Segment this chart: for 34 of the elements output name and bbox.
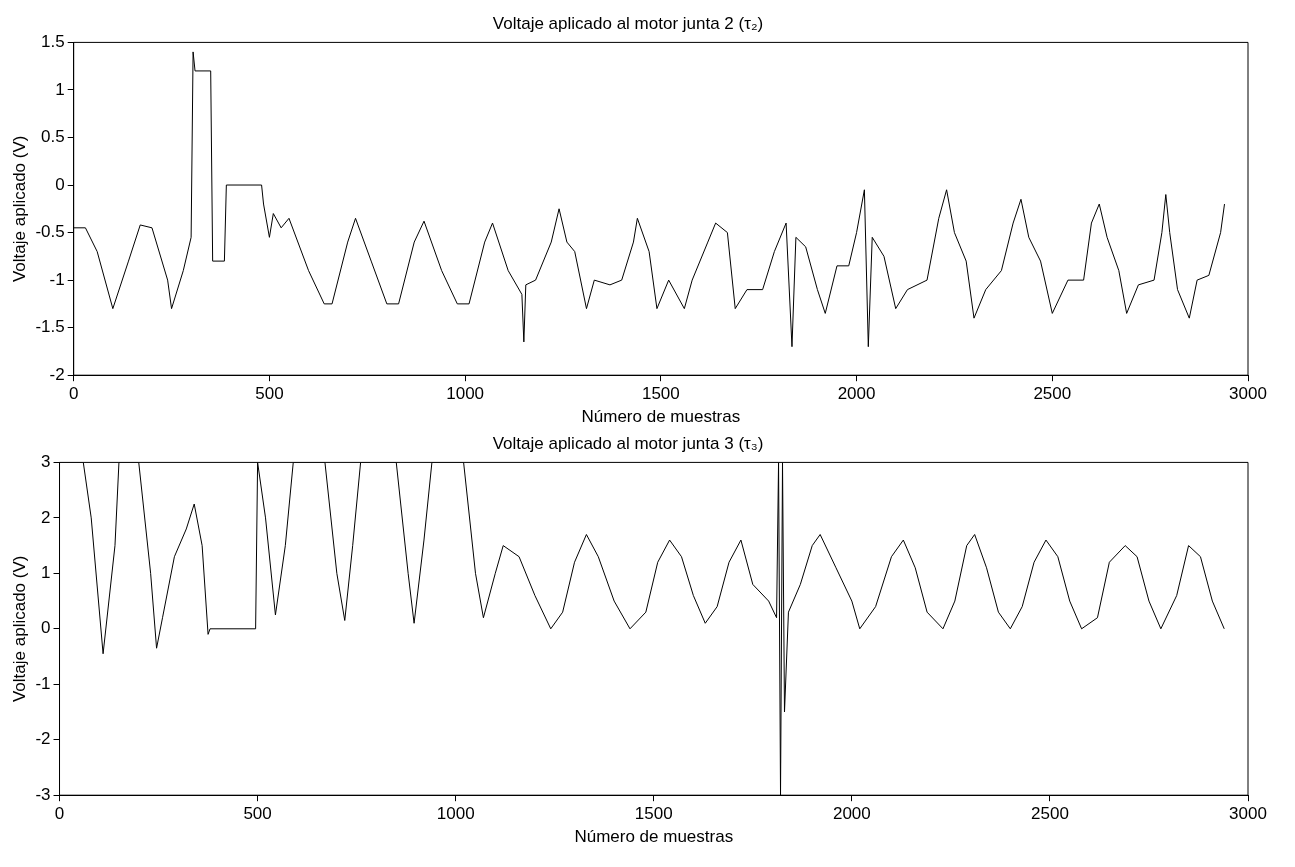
y-tick-label: -1.5 xyxy=(35,317,65,337)
x-tick-label: 2500 xyxy=(1033,384,1072,404)
x-tick-label: 1000 xyxy=(446,384,485,404)
y-axis-title: Voltaje aplicado (V) xyxy=(9,555,29,703)
y-tick-label: 1.5 xyxy=(41,32,65,52)
x-tick-label: 3000 xyxy=(1229,384,1267,404)
x-tick-label: 1500 xyxy=(641,384,680,404)
y-axis-title: Voltaje aplicado (V) xyxy=(9,135,29,283)
chart-title: Voltaje aplicado al motor junta 3 (τ₃) xyxy=(492,433,764,453)
y-tick-label: 2 xyxy=(41,507,51,527)
y-tick-label: -3 xyxy=(35,784,51,804)
x-tick-label: 1000 xyxy=(436,804,475,824)
x-tick-label: 2500 xyxy=(1031,804,1069,824)
y-tick-label: -1 xyxy=(35,673,51,693)
y-tick-label: 0 xyxy=(41,618,51,638)
chart-title: Voltaje aplicado al motor junta 2 (τ₂) xyxy=(492,13,764,33)
x-axis-title: Número de muestras xyxy=(581,407,741,427)
x-tick-label: 3000 xyxy=(1229,804,1267,824)
y-tick-label: -2 xyxy=(35,729,51,749)
y-tick-label: 0.5 xyxy=(41,127,65,147)
x-tick-label: 500 xyxy=(243,804,272,824)
y-tick-label: -0.5 xyxy=(35,222,65,242)
y-tick-label: 0 xyxy=(55,174,65,194)
y-tick-label: 1 xyxy=(55,79,65,99)
x-tick-label: 2000 xyxy=(832,804,871,824)
y-tick-label: 3 xyxy=(41,452,51,472)
x-tick-label: 2000 xyxy=(837,384,876,404)
y-tick-label: 1 xyxy=(41,563,51,583)
x-tick-label: 0 xyxy=(68,384,79,404)
y-tick-label: -2 xyxy=(49,364,65,384)
x-tick-label: 500 xyxy=(255,384,284,404)
y-tick-label: -1 xyxy=(49,269,65,289)
x-tick-label: 1500 xyxy=(634,804,673,824)
x-axis-title: Número de muestras xyxy=(574,827,734,847)
